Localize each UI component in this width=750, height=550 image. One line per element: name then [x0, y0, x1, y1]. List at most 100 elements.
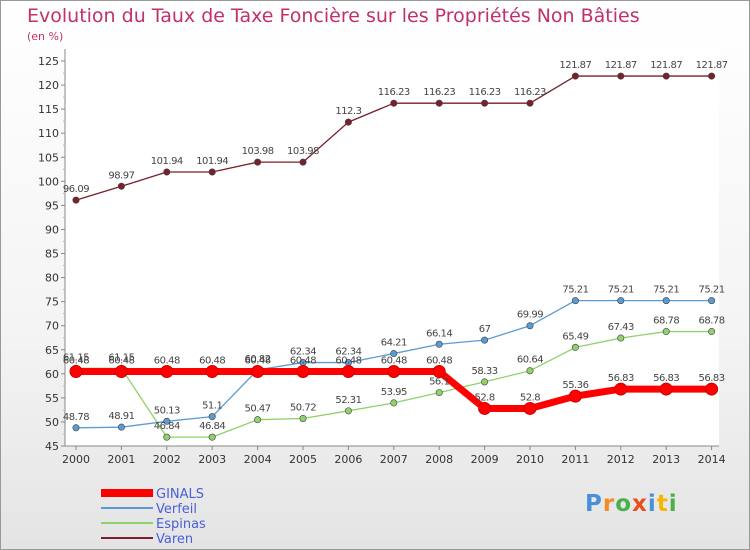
y-tick-label: 90 — [45, 223, 59, 236]
data-label-ginals: 60.48 — [108, 356, 134, 367]
data-label-verfeil: 62.34 — [290, 347, 316, 358]
data-label-varen: 103.98 — [242, 146, 274, 157]
data-label-verfeil: 75.21 — [699, 285, 725, 296]
data-label-ginals: 56.83 — [653, 373, 679, 384]
data-label-espinas: 68.78 — [653, 316, 679, 327]
data-label-ginals: 56.83 — [699, 373, 725, 384]
data-label-espinas: 46.84 — [154, 421, 180, 432]
data-point-espinas — [299, 414, 307, 422]
data-point-ginals — [296, 365, 310, 379]
data-point-espinas — [617, 334, 625, 342]
data-point-espinas — [571, 343, 579, 351]
data-point-espinas — [208, 433, 216, 441]
data-label-varen: 103.98 — [287, 146, 319, 157]
data-label-varen: 121.87 — [559, 60, 591, 71]
data-point-varen — [481, 99, 489, 107]
x-tick-label: 2007 — [380, 453, 408, 466]
x-tick-label: 2008 — [425, 453, 453, 466]
data-point-ginals — [114, 365, 128, 379]
data-label-ginals: 52.8 — [474, 392, 494, 403]
x-tick-label: 2012 — [607, 453, 635, 466]
data-point-ginals — [160, 365, 174, 379]
x-tick-label: 2003 — [198, 453, 226, 466]
data-label-ginals: 60.48 — [381, 356, 407, 367]
logo-letter: r — [602, 491, 616, 517]
data-label-verfeil: 48.91 — [108, 411, 134, 422]
data-label-varen: 101.94 — [196, 156, 228, 167]
data-point-verfeil — [390, 350, 398, 358]
data-point-varen — [390, 99, 398, 107]
data-label-varen: 116.23 — [514, 87, 546, 98]
data-point-varen — [72, 196, 80, 204]
data-point-varen — [299, 158, 307, 166]
data-label-espinas: 53.95 — [381, 387, 407, 398]
data-label-espinas: 56.1 — [429, 377, 449, 388]
data-point-varen — [526, 99, 534, 107]
data-point-varen — [254, 158, 262, 166]
data-point-verfeil — [571, 297, 579, 305]
y-tick-label: 105 — [38, 151, 59, 164]
data-label-verfeil: 69.99 — [517, 310, 543, 321]
data-label-varen: 116.23 — [469, 87, 501, 98]
x-tick-label: 2005 — [289, 453, 317, 466]
data-point-ginals — [341, 365, 355, 379]
logo-letter: i — [668, 491, 678, 517]
data-point-verfeil — [72, 424, 80, 432]
x-tick-label: 2001 — [107, 453, 135, 466]
y-tick-label: 65 — [45, 344, 59, 357]
data-label-verfeil: 62.34 — [335, 347, 361, 358]
y-tick-label: 110 — [38, 127, 59, 140]
data-point-espinas — [390, 399, 398, 407]
data-point-espinas — [526, 367, 534, 375]
data-label-verfeil: 64.21 — [381, 338, 407, 349]
data-label-ginals: 55.36 — [562, 380, 588, 391]
data-point-ginals — [432, 365, 446, 379]
data-label-varen: 121.87 — [605, 60, 637, 71]
y-tick-label: 60 — [45, 368, 59, 381]
data-point-ginals — [568, 389, 582, 403]
data-label-verfeil: 75.21 — [653, 285, 679, 296]
data-point-ginals — [659, 382, 673, 396]
data-point-verfeil — [163, 417, 171, 425]
data-label-varen: 121.87 — [696, 60, 728, 71]
data-label-ginals: 60.48 — [63, 356, 89, 367]
chart-title: Evolution du Taux de Taxe Foncière sur l… — [27, 5, 640, 27]
data-label-verfeil: 75.21 — [608, 285, 634, 296]
data-label-espinas: 65.49 — [562, 331, 588, 342]
data-point-espinas — [163, 433, 171, 441]
y-tick-label: 120 — [38, 79, 59, 92]
y-tick-label: 55 — [45, 392, 59, 405]
data-point-varen — [662, 72, 670, 80]
data-label-verfeil: 75.21 — [562, 285, 588, 296]
y-tick-label: 80 — [45, 272, 59, 285]
data-point-varen — [163, 168, 171, 176]
data-point-espinas — [435, 389, 443, 397]
y-tick-label: 70 — [45, 320, 59, 333]
y-tick-label: 75 — [45, 296, 59, 309]
data-label-ginals: 60.48 — [154, 356, 180, 367]
data-point-ginals — [205, 365, 219, 379]
data-label-espinas: 61.15 — [108, 352, 134, 363]
y-tick-label: 115 — [38, 103, 59, 116]
data-point-varen — [571, 72, 579, 80]
data-point-varen — [117, 182, 125, 190]
data-label-ginals: 60.48 — [335, 356, 361, 367]
data-label-espinas: 68.78 — [699, 316, 725, 327]
data-label-espinas: 60.64 — [517, 355, 543, 366]
proxiti-logo: Proxiti — [585, 491, 678, 517]
data-point-ginals — [69, 365, 83, 379]
data-label-espinas: 50.47 — [245, 404, 271, 415]
y-tick-label: 95 — [45, 199, 59, 212]
y-tick-label: 50 — [45, 416, 59, 429]
data-point-varen — [617, 72, 625, 80]
data-label-verfeil: 60.82 — [245, 354, 271, 365]
data-point-ginals — [614, 382, 628, 396]
data-label-varen: 121.87 — [650, 60, 682, 71]
x-tick-label: 2013 — [652, 453, 680, 466]
data-label-ginals: 60.48 — [245, 356, 271, 367]
data-label-verfeil: 48.78 — [63, 412, 89, 423]
y-tick-label: 125 — [38, 55, 59, 68]
data-point-verfeil — [662, 297, 670, 305]
data-label-espinas: 58.33 — [472, 366, 498, 377]
